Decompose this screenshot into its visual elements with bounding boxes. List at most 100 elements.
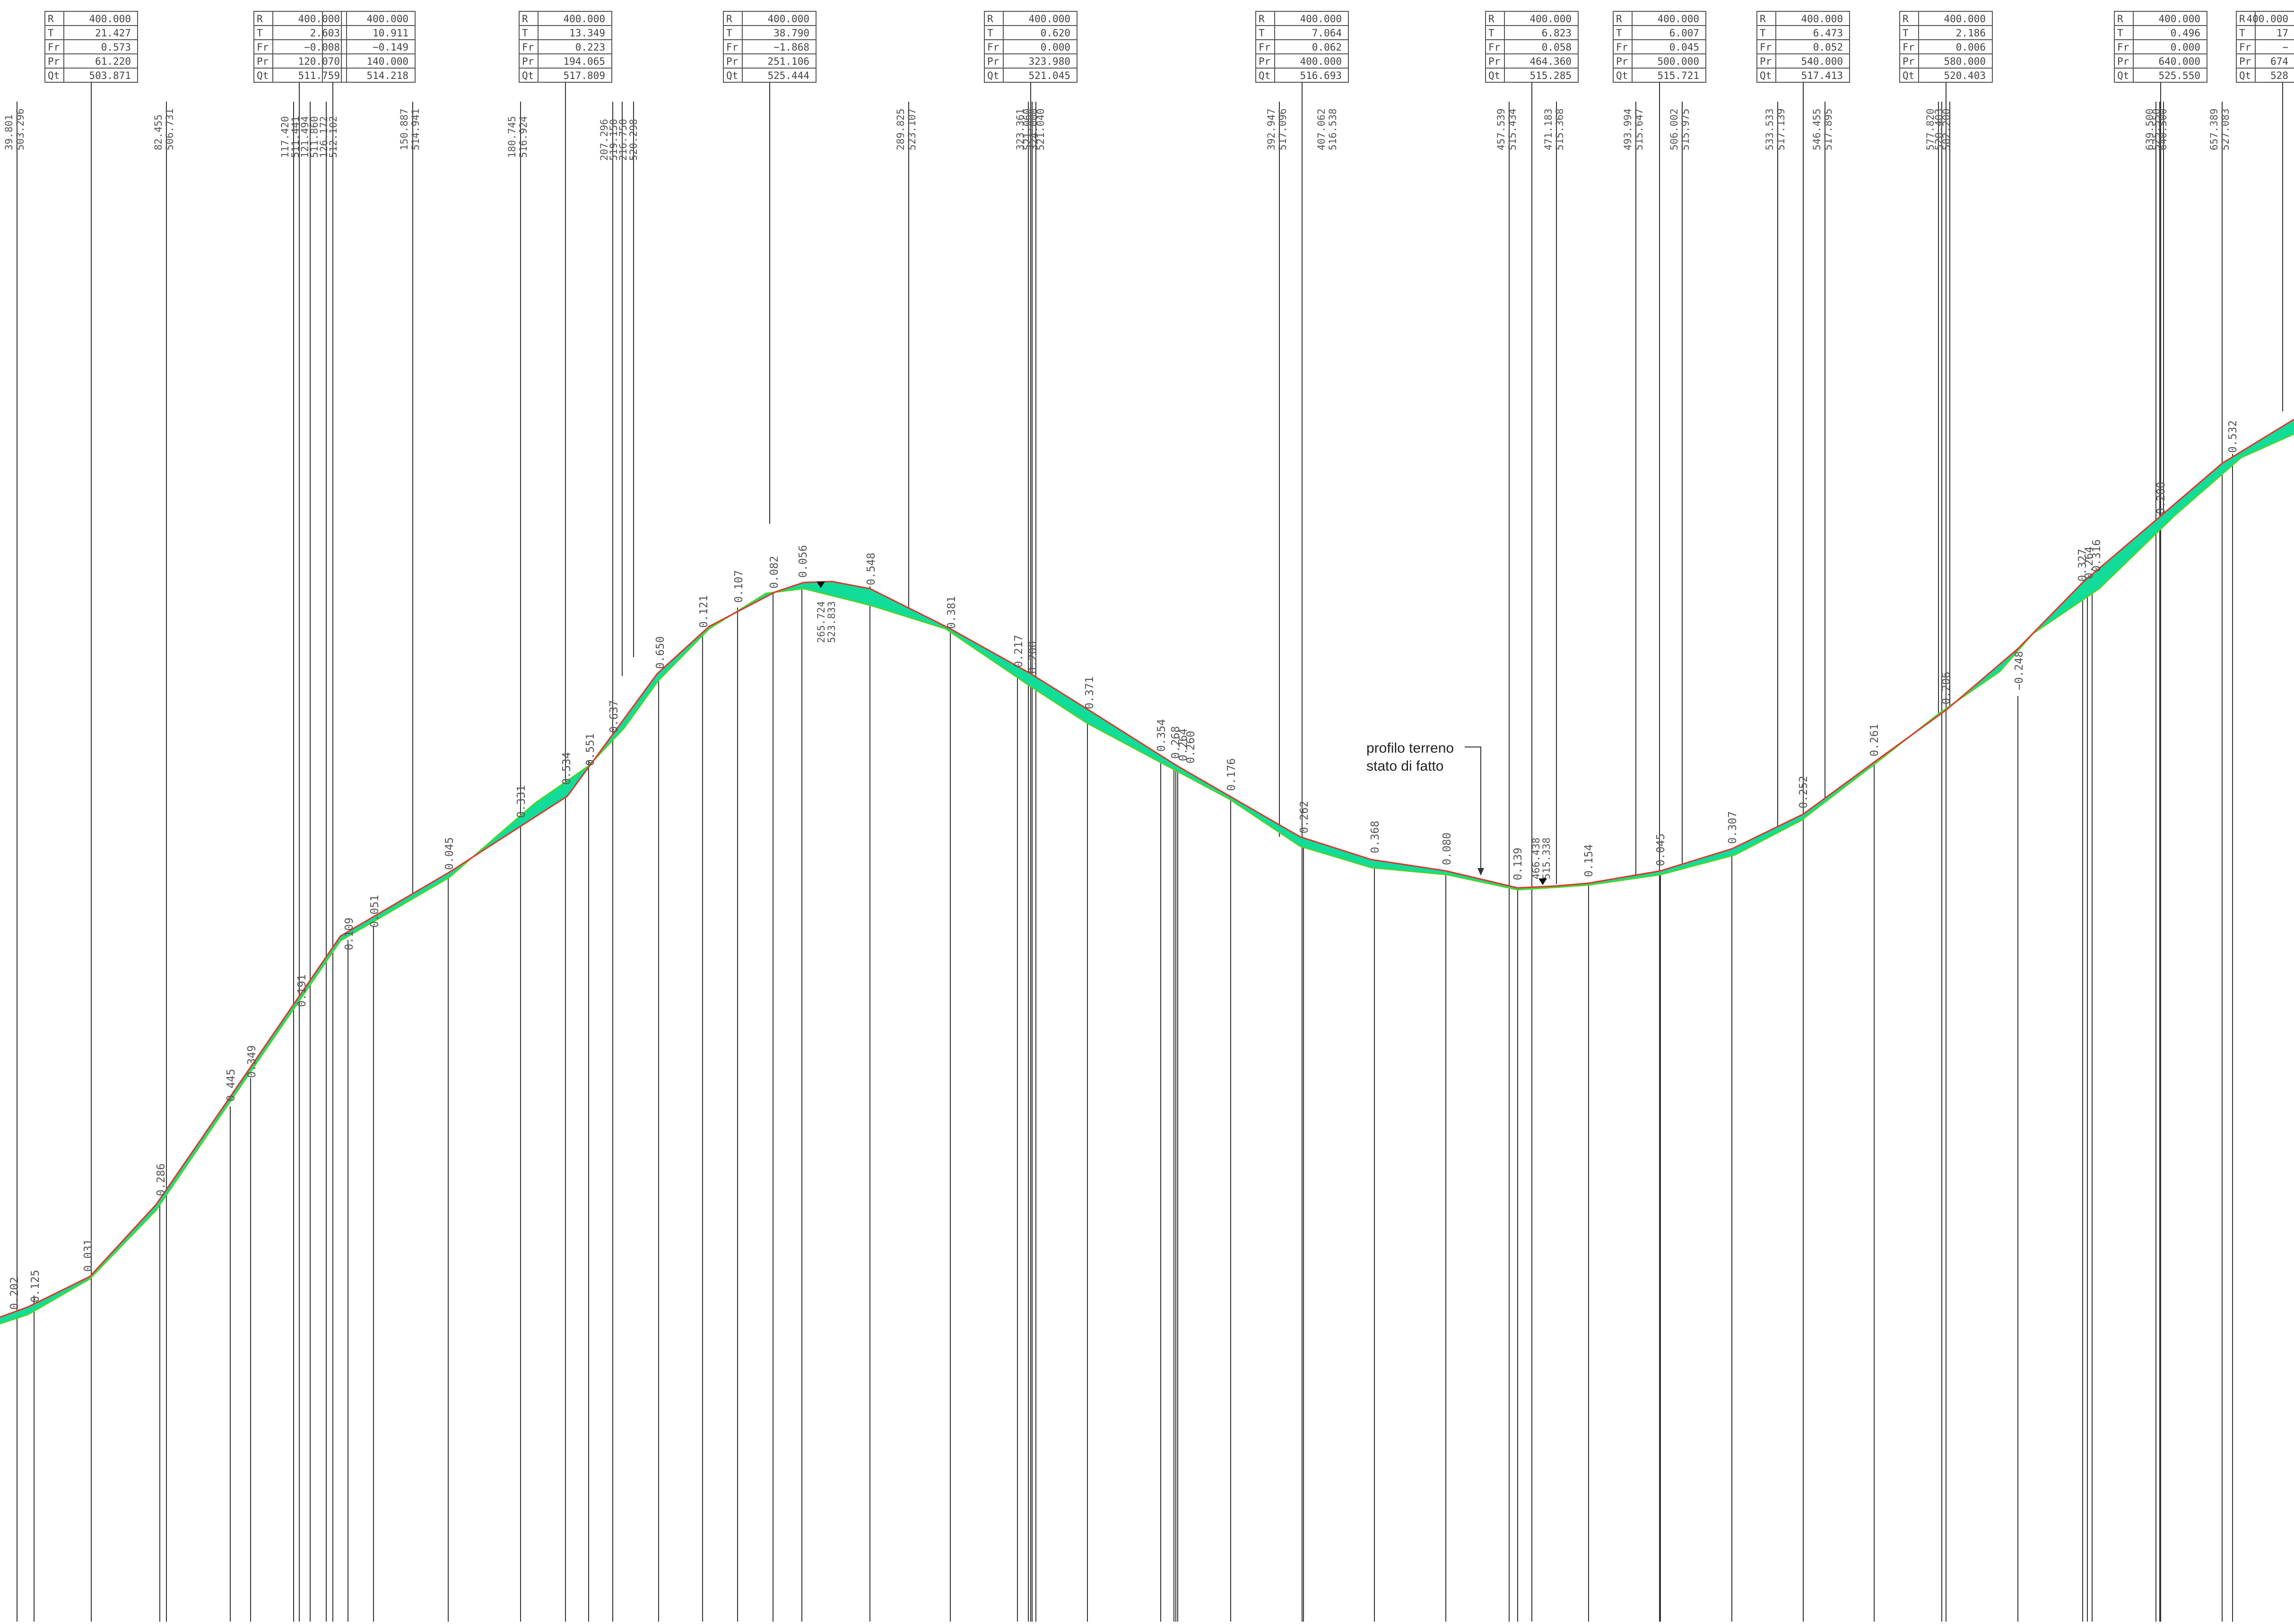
vc-value: 38.790	[773, 27, 809, 39]
quota-label: 525.550	[2151, 108, 2162, 150]
depth-label: 0.371	[1084, 677, 1096, 709]
chainage-label: 324.000	[1028, 108, 1040, 150]
depth-label: 0.154	[1583, 844, 1595, 877]
depth-label: 0.176	[1225, 758, 1238, 791]
vc-value: 517.413	[1801, 70, 1843, 81]
vc-key: Fr	[987, 42, 999, 53]
vc-key: Qt	[1903, 70, 1914, 81]
vc-key: Fr	[1760, 42, 1772, 53]
depth-label: 0.200	[2155, 482, 2167, 514]
quota-label: 506.731	[164, 108, 175, 150]
vc-value: 140.000	[366, 56, 408, 67]
depth-label: 0.445	[225, 1069, 237, 1102]
depth-label: 0.045	[443, 837, 456, 870]
terrain-profile	[0, 418, 2294, 1325]
depth-label: 0.331	[515, 785, 528, 818]
depth-label: 0.051	[369, 895, 381, 928]
vc-key: Pr	[2117, 56, 2129, 67]
vc-key: Qt	[522, 70, 534, 81]
depth-label: 0.125	[29, 1270, 42, 1303]
chainage-label: 640.500	[2157, 108, 2169, 150]
vc-key: Qt	[987, 70, 999, 81]
depth-label: 0.381	[946, 596, 958, 629]
vc-value: 400.000	[1300, 13, 1342, 25]
chainage-label: 216.750	[617, 119, 629, 161]
depth-label: 0.286	[155, 1164, 167, 1196]
vertical-curve-table: 400.000 10.911 −0.149 140.000 514.218	[322, 11, 416, 83]
vc-key: T	[726, 27, 732, 39]
depth-label: 0.637	[608, 700, 620, 733]
vc-key: R	[1259, 13, 1265, 25]
depth-label: 0.551	[584, 733, 597, 766]
vc-value: 2.603	[310, 27, 340, 39]
vc-value: 400.000	[563, 13, 605, 25]
vertical-curve-tables: R 400.000 T 21.427 Fr 0.573 Pr 61.220 Qt 503.…	[44, 11, 2294, 83]
high-point-quota: 523.833	[826, 601, 837, 643]
quota-label: 515.368	[1554, 108, 1565, 150]
vc-key: T	[2239, 27, 2245, 39]
depth-label: 0.532	[2227, 420, 2239, 453]
vc-key: T	[1259, 27, 1265, 39]
vc-value: 400.000	[1529, 13, 1572, 25]
depth-label: 0.217	[1013, 635, 1025, 668]
vc-key: Fr	[1259, 42, 1270, 53]
vc-key: R	[48, 13, 54, 25]
quota-label: 515.434	[1507, 108, 1518, 150]
vc-key: Pr	[1488, 56, 1500, 67]
vc-key: Fr	[2239, 42, 2251, 53]
quota-label: 520.403	[1933, 108, 1945, 150]
vc-value: 511.759	[298, 70, 340, 81]
chainage-label: 180.745	[506, 116, 518, 158]
chainage-label: 457.539	[1495, 108, 1507, 150]
vc-key: R	[1616, 13, 1622, 25]
vc-key: T	[1760, 27, 1766, 39]
vc-key: R	[726, 13, 732, 25]
quota-label: 512.102	[328, 116, 339, 158]
depth-label: 0.206	[1940, 672, 1953, 704]
quota-label: 511.441	[290, 116, 301, 158]
vc-value: 400.000	[2158, 13, 2200, 25]
vc-key: T	[1903, 27, 1909, 39]
quota-label: 517.895	[1823, 108, 1834, 150]
depth-label: 0.354	[1156, 719, 1168, 752]
quota-label: 511.860	[309, 116, 320, 158]
vc-value: 13.349	[569, 27, 605, 39]
vc-value: 400.000	[1028, 13, 1070, 25]
vc-key: Qt	[1488, 70, 1500, 81]
depth-label: 0.082	[768, 556, 781, 589]
vc-value: 400.000	[1657, 13, 1699, 25]
vertical-curve-table: R 400.000 T 0.620 Fr 0.000 Pr 323.980 Qt 521.…	[984, 11, 1077, 83]
vc-value: 514.218	[366, 70, 408, 81]
vc-value: 525.444	[767, 70, 809, 81]
chainage-label: 533.533	[1764, 108, 1775, 150]
chainage-label: 323.361	[1015, 108, 1026, 150]
low-point-chainage: 466.438	[1530, 837, 1542, 879]
chainage-label: 493.994	[1622, 108, 1634, 150]
vc-key: T	[48, 27, 54, 39]
vc-key: R	[1488, 13, 1495, 25]
chainage-label: 126.172	[318, 116, 330, 158]
vertical-curve-table: R 400.000 T 0.496 Fr 0.000 Pr 640.000 Qt 525.…	[2114, 11, 2207, 83]
vc-value: 0.573	[101, 42, 131, 53]
chainage-label: 639.500	[2144, 108, 2155, 150]
vc-key: Fr	[2117, 42, 2129, 53]
chainage-label: 577.820	[1925, 108, 1936, 150]
depth-label: 0.349	[246, 1045, 258, 1078]
quota-label: 515.647	[1634, 108, 1645, 150]
low-point-quota: 515.338	[1541, 837, 1552, 879]
vc-value: 400.000	[366, 13, 408, 25]
vc-value: 2.186	[1956, 27, 1986, 39]
depth-label: 0.260	[1185, 731, 1197, 764]
vc-key: Qt	[257, 70, 269, 81]
vc-value: 194.065	[563, 56, 605, 67]
vertical-curve-table: R 400.000 T 6.007 Fr 0.045 Pr 500.000 Qt 515.…	[1613, 11, 1706, 83]
low-point-triangle-icon	[1538, 878, 1547, 885]
high-point-triangle-icon	[817, 582, 825, 588]
depth-label: 0.107	[733, 570, 745, 603]
vc-value: 251.106	[767, 56, 809, 67]
vc-key: Pr	[987, 56, 999, 67]
quota-label: 521.040	[1035, 108, 1046, 150]
chainage-label: 39.801	[3, 114, 15, 150]
vc-value: 400.000	[1944, 13, 1986, 25]
vc-key: R	[1760, 13, 1766, 25]
